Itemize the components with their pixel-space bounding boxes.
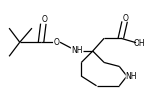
Text: O: O — [53, 39, 59, 45]
Text: OH: OH — [133, 39, 145, 48]
Text: O: O — [123, 14, 128, 23]
Text: NH: NH — [71, 46, 83, 55]
Text: NH: NH — [126, 73, 137, 79]
Text: O: O — [53, 38, 59, 47]
Text: O: O — [41, 15, 47, 24]
Text: NH: NH — [126, 72, 137, 81]
Text: NH: NH — [71, 47, 82, 53]
